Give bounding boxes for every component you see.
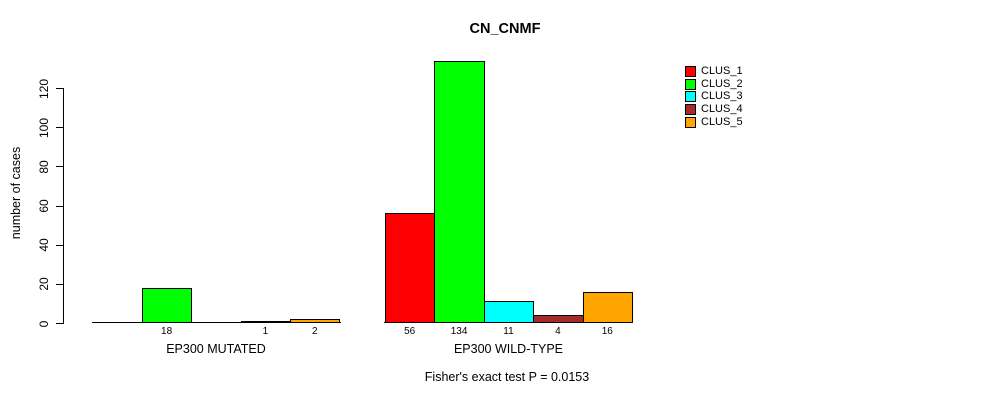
chart-footnote: Fisher's exact test P = 0.0153 — [424, 370, 590, 384]
y-axis-tick-label: 0 — [37, 320, 51, 327]
y-axis-tick — [56, 323, 63, 324]
bar-value-label: 4 — [555, 326, 561, 337]
group-label-ep300-mutated: EP300 MUTATED — [166, 342, 266, 356]
legend-item-clus-2: CLUS_2 — [685, 77, 743, 90]
y-axis-tick-label: 100 — [37, 117, 51, 138]
bar-ep300-wild-type-clus-2 — [434, 60, 485, 323]
group-label-ep300-wild-type: EP300 WILD-TYPE — [453, 342, 564, 356]
y-axis-tick — [56, 283, 63, 285]
bar-value-label: 2 — [312, 326, 318, 337]
y-axis-tick — [56, 166, 63, 168]
bar-value-label: 16 — [601, 326, 613, 337]
y-axis-tick-label: 120 — [37, 78, 51, 99]
legend-item-clus-3: CLUS_3 — [685, 90, 743, 103]
legend-item-clus-4: CLUS_4 — [685, 103, 743, 116]
bar-ep300-mutated-clus-2 — [141, 287, 193, 323]
y-axis-line — [63, 88, 64, 324]
y-axis-tick-label: 40 — [37, 238, 51, 252]
legend-label: CLUS_5 — [701, 115, 743, 128]
legend-swatch-clus-4-icon — [685, 104, 696, 116]
bar-value-label: 1 — [262, 326, 269, 337]
bar-value-label: 134 — [450, 326, 468, 337]
y-axis-tick — [56, 127, 63, 129]
bar-ep300-mutated-clus-4 — [240, 321, 292, 323]
bar-ep300-wild-type-clus-1 — [385, 213, 436, 323]
y-axis-tick-label: 80 — [37, 160, 51, 174]
chart-title: CN_CNMF — [469, 21, 541, 37]
bar-ep300-wild-type-clus-5 — [582, 291, 633, 323]
y-axis-tick — [56, 88, 63, 89]
legend-item-clus-5: CLUS_5 — [685, 115, 743, 128]
bar-ep300-wild-type-clus-3 — [483, 301, 535, 323]
legend-item-clus-1: CLUS_1 — [685, 66, 743, 77]
y-axis-tick-label: 60 — [37, 199, 51, 213]
bar-ep300-mutated-clus-5 — [290, 319, 341, 323]
legend-swatch-clus-2-icon — [685, 78, 696, 90]
legend-label: CLUS_1 — [701, 65, 743, 77]
bar-value-label: 56 — [404, 326, 416, 337]
legend-swatch-clus-5-icon — [685, 116, 696, 128]
bar-value-label: 18 — [161, 326, 173, 337]
legend-label: CLUS_2 — [701, 77, 743, 90]
y-axis-title: number of cases — [9, 146, 23, 240]
y-axis-tick-label: 20 — [37, 277, 51, 292]
x-baseline — [91, 322, 341, 323]
y-axis-tick — [56, 205, 63, 207]
y-axis-tick — [56, 244, 63, 246]
legend-label: CLUS_3 — [701, 90, 743, 103]
bar-ep300-wild-type-clus-4 — [533, 315, 584, 323]
bar-value-label: 11 — [503, 326, 514, 337]
legend-swatch-clus-1-icon — [685, 66, 696, 77]
legend-swatch-clus-3-icon — [685, 91, 696, 103]
legend-label: CLUS_4 — [701, 103, 743, 116]
